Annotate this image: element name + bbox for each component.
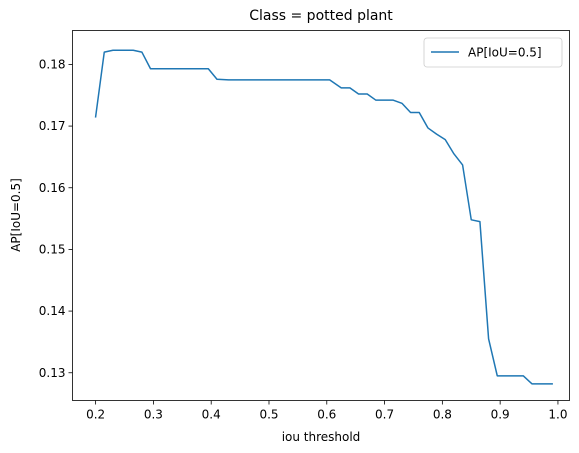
x-tick-label: 1.0: [548, 408, 567, 422]
legend-box: [423, 37, 563, 68]
series-line-0: [94, 49, 553, 385]
x-tick-label: 0.9: [491, 408, 510, 422]
legend-label: AP[IoU=0.5]: [468, 46, 542, 60]
y-tick-label: 0.14: [39, 304, 66, 318]
chart-title: Class = potted plant: [249, 8, 393, 24]
plot-frame: [72, 30, 570, 401]
y-tick-label: 0.13: [39, 366, 66, 380]
x-tick-label: 0.8: [433, 408, 452, 422]
y-tick-label: 0.17: [39, 119, 66, 133]
x-tick-label: 0.3: [144, 408, 163, 422]
x-tick-label: 0.7: [375, 408, 394, 422]
y-axis-label: AP[IoU=0.5]: [9, 178, 23, 252]
x-axis-label: iou threshold: [282, 430, 361, 444]
y-tick-label: 0.15: [39, 242, 66, 256]
x-tick-label: 0.6: [317, 408, 336, 422]
legend: AP[IoU=0.5]: [423, 37, 563, 68]
y-tick-label: 0.18: [39, 57, 66, 71]
y-tick-label: 0.16: [39, 181, 66, 195]
x-tick-label: 0.5: [259, 408, 278, 422]
x-tick-label: 0.2: [86, 408, 105, 422]
x-tick-label: 0.4: [202, 408, 221, 422]
